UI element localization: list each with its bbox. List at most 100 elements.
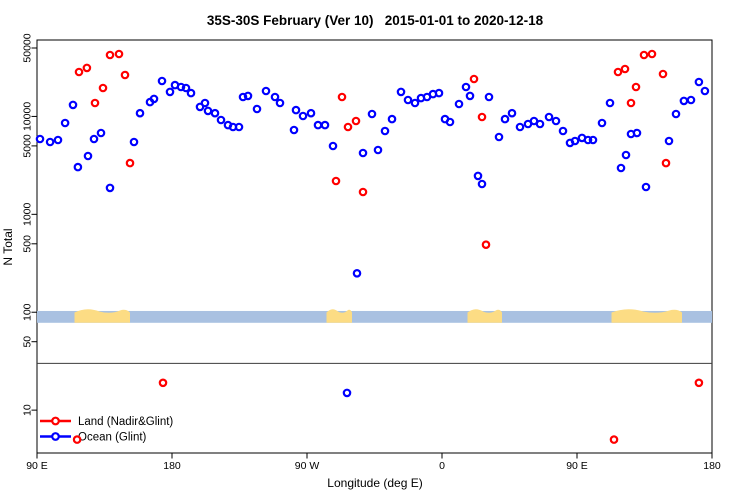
data-point bbox=[82, 63, 92, 73]
legend-land-label: Land (Nadir&Glint) bbox=[78, 416, 173, 428]
y-axis-ticks: 10 50 100 500 1000 5000 10000 50000 bbox=[22, 33, 37, 416]
data-point bbox=[351, 116, 361, 126]
data-point bbox=[105, 183, 115, 193]
data-point bbox=[671, 109, 681, 119]
data-point bbox=[125, 158, 135, 168]
plot-frame bbox=[36, 39, 713, 454]
data-point bbox=[387, 114, 397, 124]
data-point bbox=[473, 171, 483, 181]
data-point bbox=[234, 122, 244, 132]
data-point bbox=[367, 109, 377, 119]
data-point bbox=[129, 137, 139, 147]
data-point bbox=[445, 117, 455, 127]
x-tick-label: 180 bbox=[163, 460, 181, 472]
x-tick-label: 90 E bbox=[26, 460, 48, 472]
data-point bbox=[658, 69, 668, 79]
data-point bbox=[181, 83, 191, 93]
data-point bbox=[342, 388, 352, 398]
data-point bbox=[158, 378, 168, 388]
data-point bbox=[570, 136, 580, 146]
data-point bbox=[396, 87, 406, 97]
data-point bbox=[306, 108, 316, 118]
data-point bbox=[679, 96, 689, 106]
data-point bbox=[631, 82, 641, 92]
data-point bbox=[68, 100, 78, 110]
y-axis-title: N Total bbox=[1, 228, 15, 265]
x-tick-label: 180 bbox=[703, 460, 721, 472]
y-tick-label: 100 bbox=[22, 303, 34, 321]
data-point bbox=[243, 91, 253, 101]
data-point bbox=[238, 92, 248, 102]
data-point bbox=[410, 98, 420, 108]
series-land-points bbox=[72, 49, 704, 444]
legend: Land (Nadir&Glint) Ocean (Glint) bbox=[40, 416, 173, 444]
data-point bbox=[114, 49, 124, 59]
data-point bbox=[686, 95, 696, 105]
data-point bbox=[465, 91, 475, 101]
data-point bbox=[597, 118, 607, 128]
data-point bbox=[165, 87, 175, 97]
data-point bbox=[135, 108, 145, 118]
data-point bbox=[320, 120, 330, 130]
data-point bbox=[203, 106, 213, 116]
legend-ocean-label: Ocean (Glint) bbox=[78, 432, 147, 444]
data-point bbox=[289, 125, 299, 135]
data-point bbox=[500, 114, 510, 124]
land-patch bbox=[74, 309, 130, 323]
legend-land-marker-icon bbox=[51, 416, 60, 426]
x-tick-label: 90 W bbox=[295, 460, 320, 472]
data-point bbox=[484, 92, 494, 102]
y-tick-label: 5000 bbox=[22, 134, 34, 158]
data-point bbox=[176, 82, 186, 92]
data-point bbox=[90, 98, 100, 108]
data-point bbox=[558, 126, 568, 136]
data-point bbox=[626, 98, 636, 108]
y-tick-label: 50 bbox=[22, 336, 34, 348]
data-point bbox=[35, 134, 45, 144]
data-point bbox=[343, 122, 353, 132]
data-point bbox=[298, 111, 308, 121]
legend-ocean-marker-icon bbox=[51, 432, 60, 441]
data-point bbox=[337, 92, 347, 102]
data-point bbox=[588, 135, 598, 145]
data-point bbox=[700, 86, 710, 96]
data-point bbox=[647, 49, 657, 59]
x-axis-title: Longitude (deg E) bbox=[327, 476, 422, 490]
chart-title: 35S-30S February (Ver 10) 2015-01-01 to … bbox=[207, 13, 544, 28]
data-point bbox=[605, 98, 615, 108]
data-point bbox=[515, 122, 525, 132]
data-point bbox=[609, 435, 619, 444]
land-ocean-strip bbox=[37, 309, 712, 323]
data-point bbox=[632, 128, 642, 138]
y-tick-label: 50000 bbox=[22, 33, 34, 62]
data-point bbox=[328, 141, 338, 151]
data-point bbox=[275, 98, 285, 108]
data-point bbox=[494, 132, 504, 142]
data-point bbox=[664, 136, 674, 146]
data-point bbox=[454, 99, 464, 109]
data-point bbox=[270, 92, 280, 102]
x-axis-ticks: 90 E 180 90 W 0 90 E 180 bbox=[26, 453, 721, 472]
data-point bbox=[186, 88, 196, 98]
data-point bbox=[261, 86, 271, 96]
data-point bbox=[98, 83, 108, 93]
data-point bbox=[45, 137, 55, 147]
data-point bbox=[157, 76, 167, 86]
data-point bbox=[477, 179, 487, 189]
data-point bbox=[434, 88, 444, 98]
data-point bbox=[252, 104, 262, 114]
data-point bbox=[477, 112, 487, 122]
y-tick-label: 10 bbox=[22, 404, 34, 416]
data-point bbox=[74, 67, 84, 77]
data-point bbox=[641, 182, 651, 192]
data-point bbox=[694, 77, 704, 87]
data-point bbox=[403, 95, 413, 105]
data-point bbox=[358, 187, 368, 197]
data-point bbox=[469, 74, 479, 84]
data-point bbox=[380, 126, 390, 136]
data-point bbox=[507, 108, 517, 118]
data-point bbox=[639, 50, 649, 60]
data-point bbox=[89, 134, 99, 144]
data-point bbox=[291, 105, 301, 115]
